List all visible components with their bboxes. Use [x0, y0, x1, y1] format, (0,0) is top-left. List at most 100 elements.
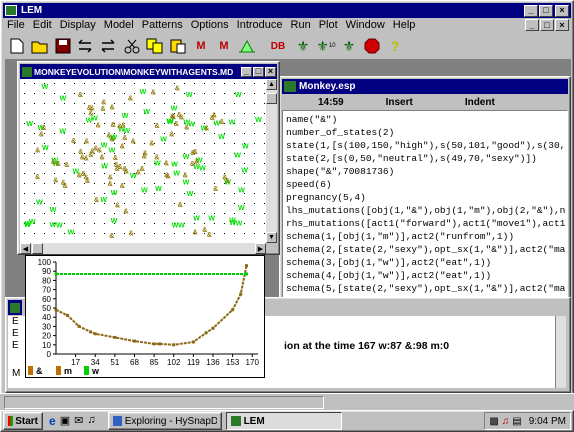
sim-scroll-up-button[interactable]: ▲ [266, 79, 277, 90]
media-icon[interactable]: ♫ [87, 414, 95, 428]
sim-hscroll-thumb[interactable] [32, 243, 43, 254]
grid-dot [174, 143, 175, 144]
sim-hscrollbar[interactable]: ◀ ▶ [20, 243, 266, 254]
sim-maximize-button[interactable]: □ [253, 67, 264, 77]
sim-scroll-down-button[interactable]: ▼ [266, 232, 277, 243]
agent-f-icon[interactable]: M [214, 36, 234, 56]
grid-dot [234, 143, 235, 144]
grid-dot [64, 203, 65, 204]
run-10-icon[interactable]: ⚜ 10 [316, 36, 336, 56]
grid-dot [54, 193, 55, 194]
grid-dot [164, 133, 165, 134]
food-agent-w: W [100, 197, 107, 204]
legend-label: m [64, 366, 72, 376]
system-tray: ▩ ♫ ▤ 9:04 PM [484, 412, 571, 430]
food-agent-w: W [50, 207, 57, 214]
simulation-title: MONKEYEVOLUTION\MONKEYWITHAGENTS.MD [34, 67, 233, 77]
doc-close-button[interactable]: × [555, 19, 569, 31]
start-button[interactable]: Start [3, 412, 43, 430]
grid-dot [214, 83, 215, 84]
food-agent-w: W [218, 134, 225, 141]
grid-dot [154, 113, 155, 114]
app-title-bar[interactable]: LEM _ □ × [3, 3, 571, 18]
new-file-icon[interactable] [7, 36, 27, 56]
arrow-left-icon[interactable] [76, 36, 96, 56]
grid-dot [174, 83, 175, 84]
grid-dot [264, 213, 265, 214]
ie-icon[interactable]: e [49, 414, 56, 428]
run-agent-icon[interactable]: ⚜ [293, 36, 313, 56]
clock: 9:04 PM [529, 416, 566, 427]
agent-m-icon[interactable]: M [191, 36, 211, 56]
editor-title-bar[interactable]: Monkey.esp [282, 79, 568, 94]
grid-dot [254, 223, 255, 224]
paste-icon[interactable] [168, 36, 188, 56]
menu-window[interactable]: Window [342, 18, 389, 32]
close-button[interactable]: × [555, 5, 569, 17]
sim-minimize-button[interactable]: _ [241, 67, 252, 77]
network-icon[interactable]: ▩ [489, 416, 498, 427]
menu-help[interactable]: Help [389, 18, 420, 32]
menu-patterns[interactable]: Patterns [138, 18, 187, 32]
save-disk-icon[interactable] [53, 36, 73, 56]
editor-text-area[interactable]: name("&") number_of_states(2) state(1,[s(1… [282, 110, 568, 324]
maximize-button[interactable]: □ [539, 5, 553, 17]
grid-dot [214, 173, 215, 174]
menu-plot[interactable]: Plot [315, 18, 342, 32]
world-icon[interactable] [237, 36, 257, 56]
menu-model[interactable]: Model [100, 18, 138, 32]
desktop-icon[interactable]: ▣ [60, 414, 70, 428]
series-point-m [205, 331, 208, 334]
grid-dot [224, 213, 225, 214]
console-title-bar[interactable] [8, 300, 22, 315]
scissors-icon[interactable] [122, 36, 142, 56]
doc-minimize-button[interactable]: _ [525, 19, 539, 31]
task-lem[interactable]: LEM [226, 412, 342, 430]
copy-icon[interactable] [145, 36, 165, 56]
monitor-icon[interactable]: ▤ [512, 416, 521, 427]
step-agent-icon[interactable]: ⚜ [339, 36, 359, 56]
database-icon[interactable]: DB [266, 36, 290, 56]
menu-run[interactable]: Run [287, 18, 315, 32]
y-tick-label: 0 [47, 350, 52, 359]
sim-vscrollbar[interactable]: ▲ ▼ [266, 79, 277, 243]
task-exploring[interactable]: Exploring - HySnapDX [108, 412, 222, 430]
outlook-icon[interactable]: ✉ [74, 414, 83, 428]
monkey-agent: & [100, 154, 105, 161]
sim-scroll-right-button[interactable]: ▶ [255, 243, 266, 254]
open-folder-icon[interactable] [30, 36, 50, 56]
food-agent-w: W [238, 187, 245, 194]
grid-dot [104, 173, 105, 174]
stop-sign-icon[interactable] [362, 36, 382, 56]
grid-dot [244, 183, 245, 184]
sim-scroll-thumb[interactable] [266, 93, 277, 104]
menu-display[interactable]: Display [56, 18, 100, 32]
menu-introduce[interactable]: Introduce [233, 18, 287, 32]
grid-dot [164, 213, 165, 214]
volume-icon[interactable]: ♫ [502, 416, 510, 427]
help-icon[interactable]: ? [385, 36, 405, 56]
food-agent-w: W [183, 154, 190, 161]
monkey-agent: & [177, 112, 182, 119]
menu-file[interactable]: File [3, 18, 29, 32]
console-scrollbar[interactable] [555, 316, 566, 388]
grid-dot [84, 103, 85, 104]
sim-close-button[interactable]: × [265, 67, 276, 77]
editor-line: state(1,[s(100,150,"high"),s(50,101,"goo… [286, 139, 564, 152]
doc-restore-button[interactable]: □ [540, 19, 554, 31]
grid-dot [134, 213, 135, 214]
sim-scroll-left-button[interactable]: ◀ [20, 243, 31, 254]
arrow-right-icon[interactable] [99, 36, 119, 56]
minimize-button[interactable]: _ [524, 5, 538, 17]
simulation-title-bar[interactable]: MONKEYEVOLUTION\MONKEYWITHAGENTS.MD _ □ … [20, 64, 277, 79]
menu-edit[interactable]: Edit [29, 18, 56, 32]
grid-dot [64, 123, 65, 124]
grid-dot [214, 153, 215, 154]
grid-dot [254, 103, 255, 104]
food-agent-w: W [234, 153, 241, 160]
grid-dot [174, 93, 175, 94]
grid-dot [204, 133, 205, 134]
food-agent-w: W [56, 222, 63, 229]
menu-options[interactable]: Options [187, 18, 233, 32]
